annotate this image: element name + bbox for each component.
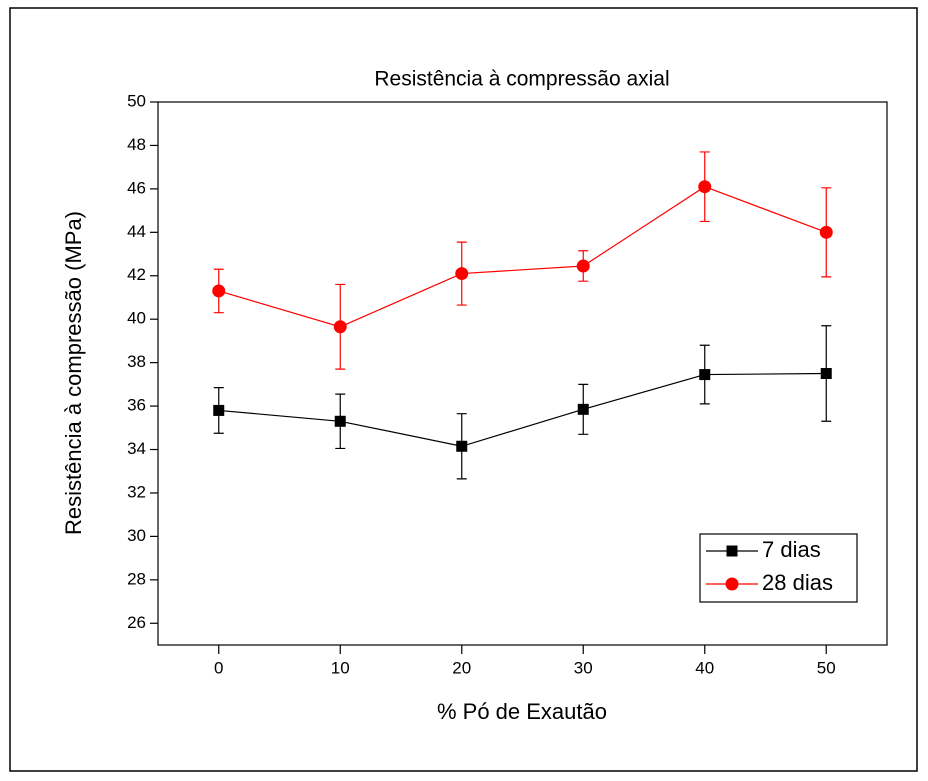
marker: [333, 320, 347, 334]
y-tick-label: 32: [127, 482, 146, 501]
series-line: [218, 186, 827, 328]
y-tick-label: 48: [127, 135, 146, 154]
x-tick-label: 10: [331, 658, 350, 677]
chart-title: Resistência à compressão axial: [374, 68, 669, 91]
plot-area: [157, 101, 888, 646]
marker: [213, 404, 225, 416]
x-tick-label: 30: [574, 658, 593, 677]
x-tick-label: 20: [452, 658, 471, 677]
marker: [334, 415, 346, 427]
frame: [9, 7, 918, 772]
legend-marker: [725, 577, 739, 591]
y-tick-label: 50: [127, 91, 146, 110]
y-tick-label: 26: [127, 613, 146, 632]
legend-label: 28 dias: [762, 570, 833, 595]
y-tick-label: 30: [127, 526, 146, 545]
y-tick-label: 34: [127, 439, 146, 458]
marker: [819, 225, 833, 239]
x-tick-label: 0: [214, 658, 223, 677]
legend-marker: [726, 545, 738, 557]
y-tick-label: 44: [127, 222, 146, 241]
x-axis-label: % Pó de Exautão: [437, 699, 607, 724]
y-tick-label: 46: [127, 178, 146, 197]
y-tick-label: 28: [127, 569, 146, 588]
legend-label: 7 dias: [762, 537, 821, 562]
series-line: [218, 372, 827, 447]
y-tick-label: 42: [127, 265, 146, 284]
x-tick-label: 50: [817, 658, 836, 677]
y-tick-label: 38: [127, 352, 146, 371]
marker: [456, 440, 468, 452]
x-tick-label: 40: [695, 658, 714, 677]
legend-box: [699, 533, 858, 603]
marker: [820, 368, 832, 379]
marker: [699, 369, 711, 381]
marker: [212, 284, 226, 298]
marker: [698, 180, 712, 194]
y-tick-label: 36: [127, 396, 146, 415]
marker: [455, 267, 469, 281]
y-axis-label: Resistência à compressão (MPa): [61, 211, 86, 535]
y-tick-label: 40: [127, 309, 146, 328]
marker: [577, 403, 589, 415]
marker: [576, 259, 590, 273]
